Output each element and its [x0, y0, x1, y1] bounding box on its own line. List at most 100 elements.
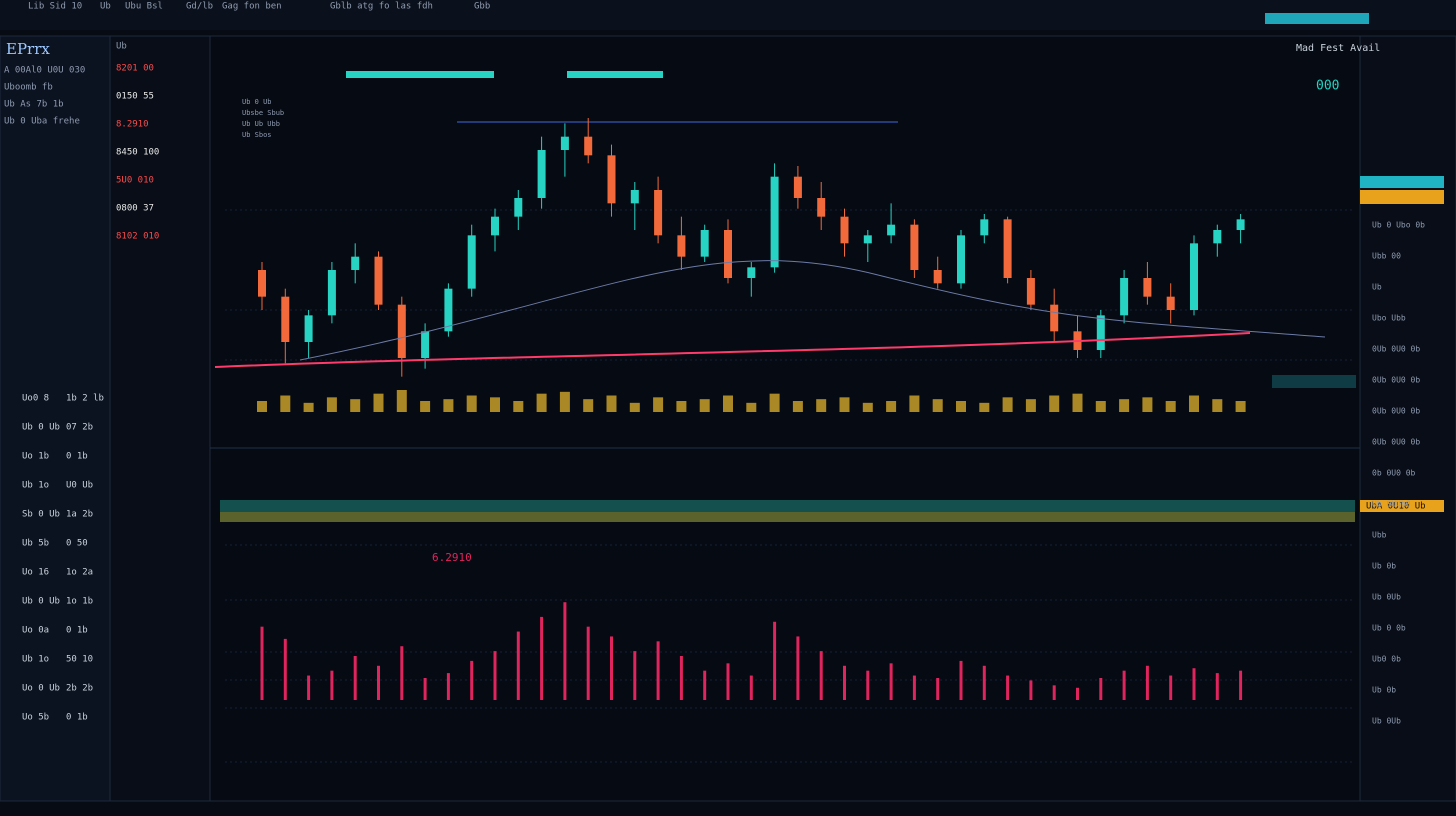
row-value: 07 2b [66, 423, 93, 433]
lower-bar [400, 646, 404, 700]
volume-bar [606, 395, 617, 412]
volume-bar [1049, 395, 1060, 412]
top-bar [0, 0, 1456, 30]
right-label: Ub 0 0b [1372, 624, 1406, 633]
candle-body [560, 136, 569, 150]
lower-bar [633, 651, 637, 700]
candle-body [747, 267, 756, 278]
candle-body [700, 230, 709, 257]
candle-body [793, 176, 802, 198]
tab[interactable]: Lib Sid 10 [28, 2, 82, 12]
candle-body [1003, 219, 1012, 278]
row-name: Uo0 8 [22, 394, 49, 404]
tab[interactable]: Gbb [474, 2, 490, 12]
volume-bar [1235, 401, 1246, 412]
marker-label: 6.2910 [432, 551, 472, 564]
candle-body [444, 288, 453, 332]
lower-bar [563, 602, 567, 700]
quote: 8201 00 [116, 64, 154, 74]
volume-bar [979, 402, 990, 412]
sidebar-item: Ub As 7b 1b [4, 100, 64, 110]
tab[interactable]: Gblb atg fo las fdh [330, 2, 433, 12]
right-label: 0Ub 0U0 0b [1372, 345, 1420, 354]
candle-body [1120, 278, 1129, 316]
tab[interactable]: Gd/lb [186, 2, 213, 12]
lower-bar [610, 636, 613, 700]
lower-bar [260, 626, 264, 700]
right-label: Ubb 00 [1372, 252, 1401, 261]
right-label: 0b 0U0 0b [1372, 469, 1416, 478]
volume-bar [909, 395, 920, 412]
candle-body [677, 235, 686, 257]
volume-bar [1142, 397, 1153, 412]
chart-panel [209, 35, 1361, 802]
lower-bar [1192, 668, 1196, 700]
lower-bar [423, 678, 427, 700]
volume-bar [490, 397, 500, 412]
tab[interactable]: Ub [100, 2, 111, 12]
candle-body [397, 304, 406, 358]
tab[interactable]: Ubu Bsl [125, 2, 163, 12]
lower-bar [1029, 680, 1033, 700]
row-name: Sb 0 Ub [22, 510, 60, 520]
volume-bar [536, 393, 547, 412]
legend-entry: Ub Ub Ubb [242, 120, 280, 128]
lower-bar [353, 656, 357, 700]
volume-bar [699, 399, 710, 412]
depth-band [220, 512, 1355, 522]
row-value: 2b 2b [66, 684, 93, 694]
candle-body [1213, 230, 1222, 244]
sidebar-title: EPrrx [6, 40, 50, 58]
volume-bar [1002, 397, 1013, 412]
lower-bar [936, 678, 940, 700]
sidebar-item: Ub 0 Uba frehe [4, 117, 80, 127]
row-value: 1a 2b [66, 510, 93, 520]
volume-bar [839, 397, 850, 412]
candle-body [351, 256, 360, 270]
volume-bar [420, 401, 431, 412]
candle-body [817, 198, 826, 217]
lower-bar [796, 636, 800, 700]
legend-entry: Ub Sbos [242, 131, 272, 139]
volume-bar [629, 402, 640, 412]
tab[interactable]: Gag fon ben [222, 2, 282, 12]
candle-body [584, 136, 593, 156]
lower-bar [516, 631, 520, 700]
legend-entry: Ub 0 Ub [242, 98, 272, 106]
row-value: 0 1b [66, 626, 88, 636]
lower-bar [540, 616, 544, 700]
lower-bar [1145, 665, 1149, 700]
lower-bar [889, 663, 893, 700]
volume-bar [396, 390, 407, 412]
sidebar-subtitle: Ub [116, 42, 127, 52]
row-name: Uo 5b [22, 713, 49, 723]
volume-bar [326, 397, 337, 412]
row-value: 0 1b [66, 713, 88, 723]
sidebar-panel [0, 35, 111, 802]
right-label: Ub 0UUb0 [1372, 500, 1411, 509]
row-name: Uo 0a [22, 626, 49, 636]
lower-bar [749, 675, 753, 700]
lower-bar [982, 665, 986, 700]
volume-bar [746, 402, 757, 412]
lower-bar [1122, 670, 1126, 700]
lower-bar [1099, 678, 1103, 700]
candle-body [840, 216, 849, 244]
lower-bar [1169, 675, 1173, 700]
row-value: 0 1b [66, 452, 88, 462]
candle-body [1166, 296, 1175, 310]
right-label: Ub 0b [1372, 686, 1396, 695]
right-label: 0Ub 0U0 0b [1372, 407, 1420, 416]
lower-bar [470, 660, 474, 700]
lower-bar [773, 621, 777, 700]
candle-body [607, 155, 616, 204]
candle-body [281, 296, 290, 342]
candle-body [1236, 219, 1245, 230]
lower-bar [703, 670, 707, 700]
volume-bar [466, 395, 477, 412]
candle-body [327, 270, 336, 316]
ma-line [299, 260, 1326, 361]
candle-body [724, 230, 732, 278]
volume-bar [1212, 399, 1223, 412]
